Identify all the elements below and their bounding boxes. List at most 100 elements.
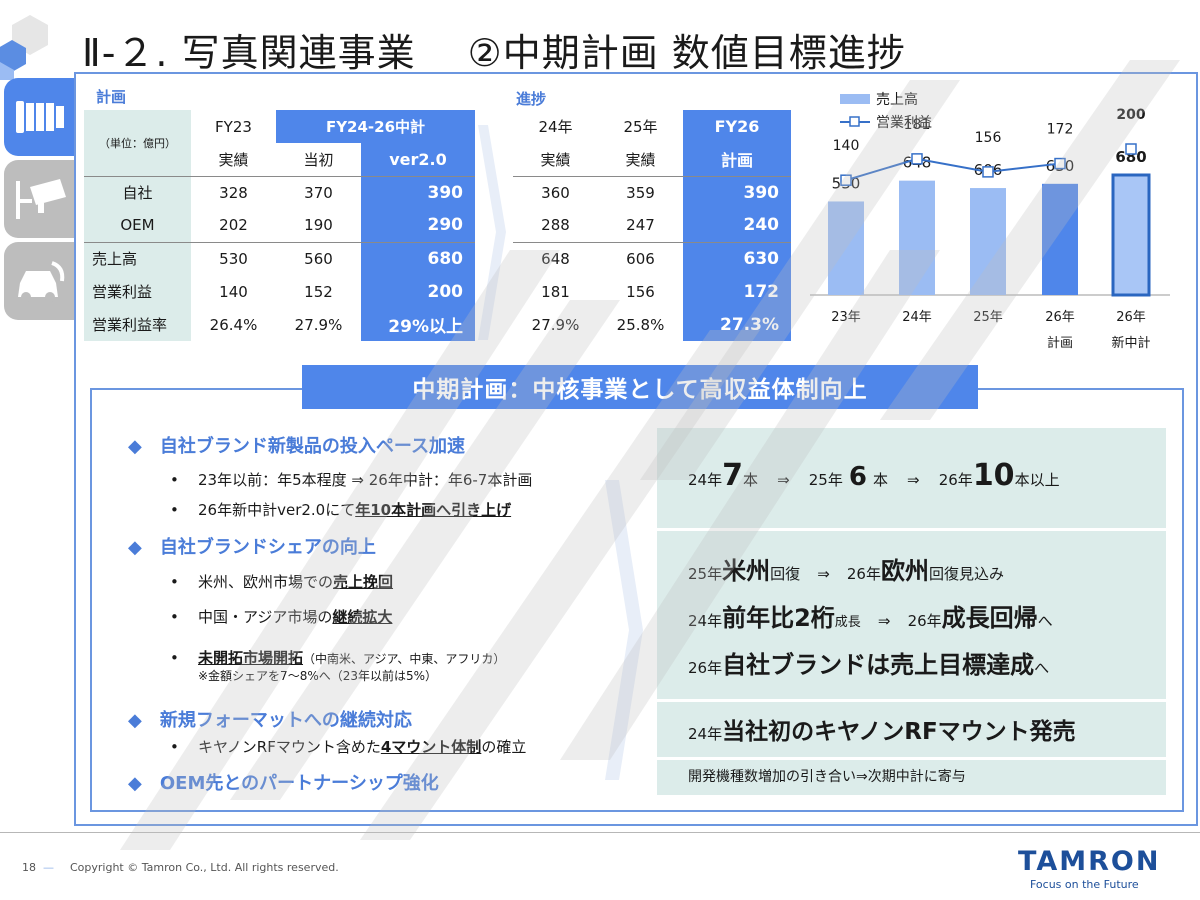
cell: 240 [683, 209, 791, 242]
cell: 560 [276, 241, 361, 275]
plan-table: （単位：億円） FY23 FY24-26中計 実績 当初 ver2.0 自社 3… [84, 110, 475, 341]
profit-marker [911, 153, 923, 165]
security-camera-icon [16, 179, 66, 219]
cell: 370 [276, 175, 361, 209]
x-tick-label: 26年 [1116, 310, 1146, 325]
list-item: • 26年新中計ver2.0にて年10本計画へ引き上げ [170, 501, 512, 519]
chevron-right-icon [605, 480, 643, 780]
diamond-bullet-icon: ◆ [128, 537, 142, 558]
tagline: Focus on the Future [1030, 878, 1139, 891]
cell: 390 [361, 175, 475, 209]
car-camera-icon [18, 261, 65, 302]
heading-brand-share: ◆ 自社ブランドシェアの向上 [128, 537, 376, 558]
profit-value-label: 200 [1116, 107, 1145, 123]
sub-actual: 実績 [218, 150, 249, 169]
diamond-bullet-icon: ◆ [128, 436, 142, 457]
cell: 25.8% [616, 315, 665, 334]
heading-oem: ◆ OEM先とのパートナーシップ強化 [128, 773, 439, 794]
col-25: 25年 [623, 118, 658, 136]
rf-mount-text: 24年当社初のキヤノンRFマウント発売 [688, 719, 1076, 745]
heading-new-format: ◆ 新規フォーマットへの継続対応 [128, 710, 412, 731]
col-fy23: FY23 [215, 117, 252, 136]
row-label: 営業利益率 [84, 308, 191, 341]
bar [1042, 183, 1078, 295]
cell: 26.4% [209, 315, 258, 334]
result-box-rf [657, 702, 1166, 757]
list-item: • 23年以前：年5本程度 ⇒ 26年中計：年6-7本計画 [170, 471, 533, 489]
profit-marker [840, 174, 852, 186]
cell: 152 [304, 282, 333, 301]
bar [899, 180, 935, 295]
automotive-tab[interactable] [4, 242, 76, 320]
legend-bar-swatch [840, 94, 870, 104]
x-tick-label: 23年 [831, 310, 861, 325]
unit-label: （単位：億円） [84, 110, 191, 176]
x-tick-label: 25年 [973, 310, 1003, 325]
lens-tab[interactable] [4, 78, 76, 156]
progress-table: 24年 25年 FY26 実績 実績 計画 360 359 390 288 24… [513, 110, 791, 341]
growth-text: 24年前年比2桁成長 ⇒ 26年成長回帰へ [688, 604, 1053, 632]
diamond-bullet-icon: ◆ [128, 710, 142, 731]
cell: 202 [219, 216, 248, 235]
cell: 172 [683, 275, 791, 308]
row-label: 売上高 [84, 241, 191, 275]
profit-value-label: 181 [904, 117, 931, 133]
footer-divider [0, 832, 1200, 833]
cell: 27.3% [683, 308, 791, 341]
sub-plan: 計画 [683, 143, 791, 176]
cell: 29%以上 [361, 308, 475, 341]
cell: 328 [191, 175, 276, 209]
row-label: 自社 [84, 175, 191, 209]
sales-profit-chart: 売上高営業利益53014023年64818124年60615625年630172… [810, 91, 1170, 351]
profit-marker [982, 166, 994, 178]
cell: 648 [513, 241, 598, 275]
cell: 247 [626, 216, 655, 235]
tamron-logo: TAMRON [1018, 846, 1161, 877]
cell: 390 [683, 175, 791, 209]
copyright: Copyright © Tamron Co., Ltd. All rights … [70, 861, 339, 874]
bar-value-label: 680 [1115, 148, 1146, 166]
dev-note-text: 開発機種数増加の引き合い⇒次期中計に寄与 [688, 769, 966, 785]
result-box-note [657, 760, 1166, 795]
page-number: 18 — [22, 861, 54, 874]
products-progress-text: 24年7本 ⇒ 25年 6 本 ⇒ 26年10本以上 [688, 458, 1060, 493]
cell: 156 [626, 282, 655, 301]
result-box-share [657, 531, 1166, 699]
heading-new-products: ◆ 自社ブランド新製品の投入ペース加速 [128, 436, 465, 457]
security-tab[interactable] [4, 160, 76, 238]
cell: 606 [598, 241, 683, 275]
sub-initial: 当初 [303, 150, 334, 169]
sub-actual: 実績 [540, 150, 571, 169]
list-item: • 米州、欧州市場での売上挽回 [170, 573, 394, 591]
x-tick-label: 計画 [1047, 335, 1073, 351]
cell: 359 [598, 175, 683, 209]
plan-label: 計画 [96, 88, 127, 106]
profit-value-label: 156 [975, 130, 1002, 146]
list-item: • キヤノンRFマウント含めた4マウント体制の確立 [170, 738, 527, 756]
row-label: OEM [84, 209, 191, 242]
brand-target-text: 26年自社ブランドは売上目標達成へ [688, 651, 1050, 679]
cell: 140 [219, 282, 248, 301]
list-item: • 中国・アジア市場の継続拡大 [170, 608, 393, 626]
profit-line [845, 157, 1061, 182]
cell: 530 [191, 241, 276, 275]
bar [970, 188, 1006, 295]
cell: 680 [361, 241, 475, 275]
diamond-bullet-icon: ◆ [128, 773, 142, 794]
list-item: • 未開拓市場開拓（中南米、アジア、中東、アフリカ） [170, 649, 506, 667]
sub-actual: 実績 [625, 150, 656, 169]
cell: 630 [683, 241, 791, 275]
cell: 200 [361, 275, 475, 308]
legend-label: 営業利益 [876, 115, 932, 131]
cell: 27.9% [531, 315, 580, 334]
americas-europe-text: 25年米州回復 ⇒ 26年欧州回復見込み [688, 557, 1004, 585]
legend-label: 売上高 [876, 91, 918, 108]
sub-v2: ver2.0 [361, 143, 475, 176]
cell: 360 [513, 175, 598, 209]
page-title: Ⅱ-２. 写真関連事業 ②中期計画 数値目標進捗 [82, 31, 906, 75]
cell: 290 [361, 209, 475, 242]
x-tick-label: 新中計 [1111, 335, 1150, 351]
cell: 288 [541, 216, 570, 235]
mid-term-banner: 中期計画：中核事業として高収益体制向上 [302, 365, 978, 409]
bar [828, 201, 864, 295]
